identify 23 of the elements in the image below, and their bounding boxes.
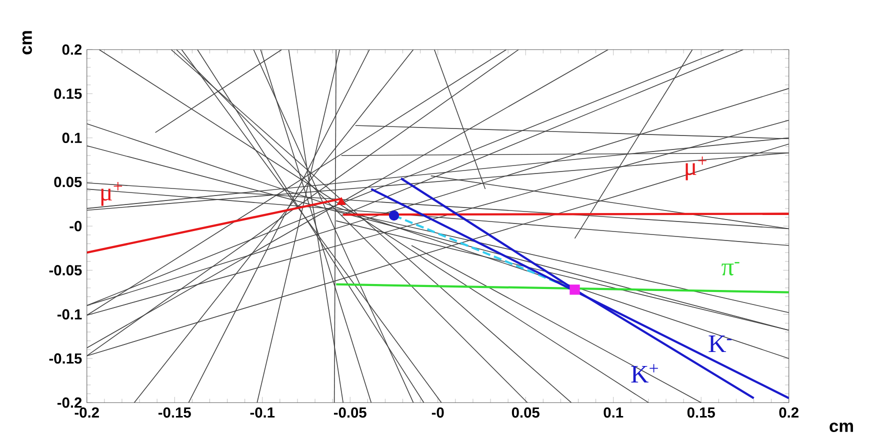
- x-tick-label: 0.2: [779, 407, 798, 418]
- y-tick-label: -0.1: [57, 309, 82, 320]
- x-tick-label: 0.15: [687, 407, 715, 418]
- x-tick-label: -0.05: [334, 407, 366, 418]
- y-tick-label: 0.2: [62, 44, 82, 55]
- y-tick-label: -0.2: [57, 397, 82, 408]
- annotation: K$^{-}$: [708, 335, 732, 352]
- x-tick-label: 0.05: [512, 407, 540, 418]
- x-axis-title: cm: [830, 422, 853, 432]
- x-tick-label: -0: [432, 407, 444, 418]
- y-tick-label: -0.05: [49, 265, 82, 276]
- x-tick-label: 0.1: [604, 407, 624, 418]
- x-tick-label: -0.2: [74, 407, 99, 418]
- y-tick-label: -0.15: [49, 353, 82, 364]
- y-tick-label: 0.15: [54, 88, 82, 99]
- x-tick-label: -0.15: [158, 407, 191, 418]
- y-tick-label: -0: [70, 220, 82, 232]
- y-tick-label: 0.1: [62, 132, 82, 144]
- annotation: K$^{+}$: [631, 364, 658, 383]
- x-tick-label: -0.1: [250, 407, 275, 418]
- annotation: π$^{-}$: [722, 262, 740, 276]
- y-tick-label: 0.05: [54, 176, 82, 188]
- y-axis-title: cm: [22, 31, 32, 54]
